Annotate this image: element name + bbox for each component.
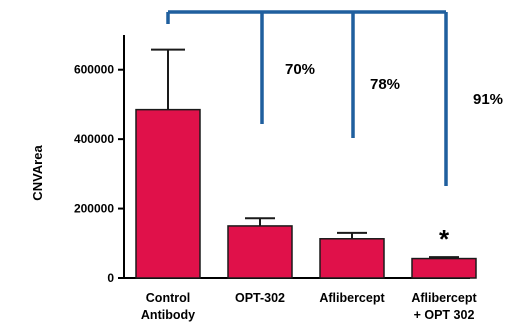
annotations: 70% 78% 91% * bbox=[285, 61, 503, 254]
y-tick-label: 200000 bbox=[74, 202, 114, 216]
percent-reduction-label: 91% bbox=[473, 91, 503, 108]
category-label: Control bbox=[146, 291, 190, 305]
comparison-bracket bbox=[166, 10, 448, 186]
category-label: Antibody bbox=[141, 308, 195, 322]
bar bbox=[227, 225, 293, 279]
category-labels: Control Antibody OPT-302 Aflibercept Afliber… bbox=[141, 291, 478, 322]
category-label: Aflibercept bbox=[411, 291, 477, 305]
y-tick-label: 0 bbox=[107, 271, 114, 285]
y-tick-label: 400000 bbox=[74, 132, 114, 146]
y-axis-label: CNVArea bbox=[30, 145, 45, 201]
category-label: OPT-302 bbox=[235, 291, 285, 305]
significance-star: * bbox=[439, 224, 450, 254]
percent-reduction-label: 70% bbox=[285, 61, 315, 78]
bars bbox=[135, 48, 477, 279]
bar bbox=[135, 108, 201, 279]
bar bbox=[319, 238, 385, 279]
percent-reduction-label: 78% bbox=[370, 76, 400, 93]
bar bbox=[411, 257, 477, 279]
category-label: + OPT 302 bbox=[414, 308, 475, 322]
category-label: Aflibercept bbox=[319, 291, 385, 305]
y-tick-label: 600000 bbox=[74, 63, 114, 77]
